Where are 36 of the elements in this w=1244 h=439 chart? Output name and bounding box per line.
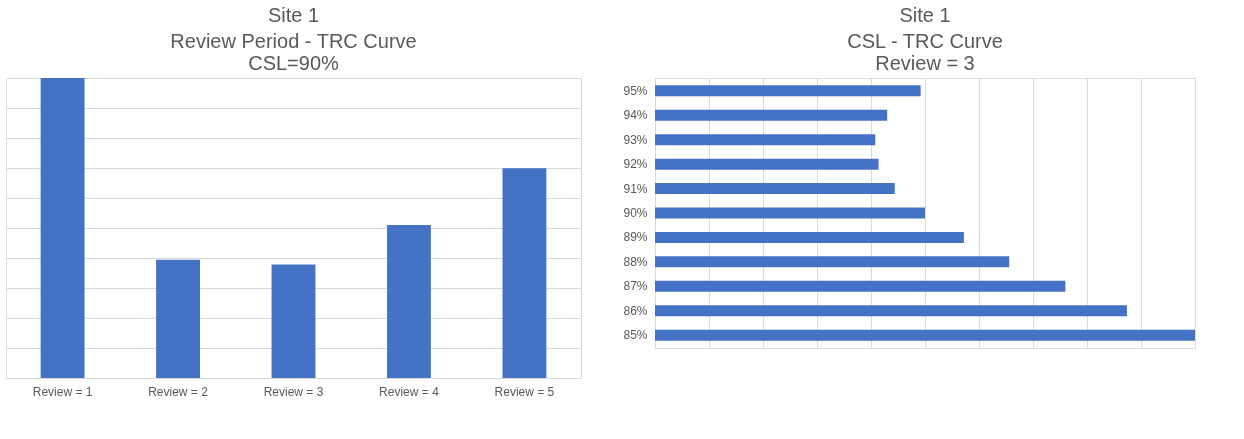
y-tick-label: 88% [623,254,648,269]
y-tick-label: 95% [623,83,648,98]
x-tick-label: Review = 4 [379,384,440,399]
bar [655,256,1010,268]
chart-title: Site 1 [899,4,951,26]
chart-title: Site 1 [267,4,320,26]
bar [271,264,316,378]
y-tick-label: 89% [623,230,648,245]
bar [655,280,1066,292]
bar [655,231,964,243]
y-tick-label: 93% [623,132,648,147]
bar [655,207,925,219]
y-tick-label: 91% [623,181,648,196]
x-tick-label: Review = 3 [263,384,324,399]
bar [156,259,200,378]
x-tick-label: Review = 2 [148,384,209,399]
x-tick-label: Review = 1 [32,384,93,399]
bar [655,109,888,121]
y-tick-label: 94% [623,108,648,123]
y-tick-label: 86% [623,303,648,318]
bar [655,305,1127,317]
bar [387,225,431,378]
chart-subtitle: Review Period - TRC Curve CSL=90% [170,30,417,74]
y-tick-label: 87% [623,279,648,294]
bar [40,78,85,378]
bar [655,158,879,170]
x-tick-label: Review = 5 [494,384,555,399]
bar [655,183,895,195]
y-tick-label: 90% [623,206,648,220]
y-tick-label: 85% [623,328,648,343]
bar [655,329,1195,341]
chart-subtitle: CSL - TRC Curve Review = 3 [847,30,1003,74]
y-tick-label: 92% [623,157,648,172]
bar [655,85,921,97]
bar [502,168,547,378]
bar [655,134,876,146]
